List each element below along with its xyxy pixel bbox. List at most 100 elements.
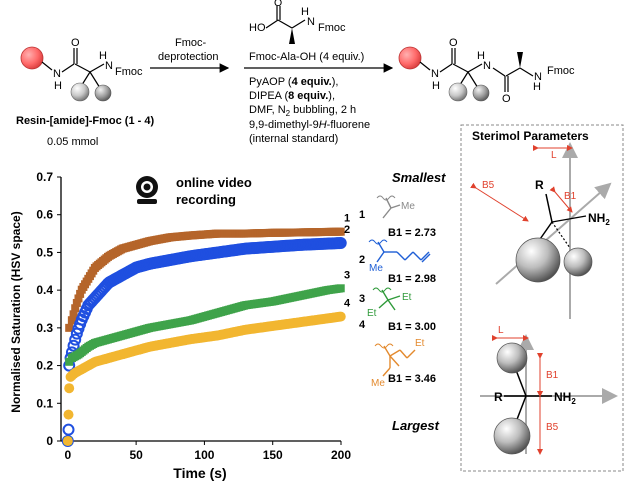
product-grey-ball-left	[448, 82, 468, 102]
data-point-2	[334, 237, 347, 250]
reactant-nh-n: N	[53, 68, 61, 80]
chart-axes: 0 0.1 0.2 0.3 0.4 0.5 0.6 0.7 0 50 100 150 200	[36, 170, 351, 462]
series-label-3: 3	[344, 269, 350, 281]
sub4-id: 4	[359, 319, 366, 331]
reactant-grey-ball-right	[94, 84, 112, 102]
sterimol-R-top: R	[535, 178, 544, 192]
y-tick-label: 0.1	[36, 396, 53, 410]
data-point-1	[67, 316, 76, 325]
sub2-id: 2	[359, 254, 365, 266]
data-point-4	[63, 409, 74, 420]
cond-pyaop-bold: 4 equiv.	[292, 76, 332, 88]
product-h3: H	[533, 81, 541, 93]
data-point-1	[74, 294, 83, 303]
reactant-grey-ball-left	[70, 82, 90, 102]
series-label-2: 2	[344, 224, 350, 236]
ala-n: N	[307, 16, 315, 28]
svg-text:DMF, N2 bubbling, 2 h: DMF, N2 bubbling, 2 h	[249, 104, 356, 118]
cond-dipea-end: ),	[328, 90, 335, 102]
cond-dmf-end: bubbling, 2 h	[290, 104, 356, 116]
chart-marks: 12 3 4	[61, 213, 351, 447]
product-h1: H	[432, 80, 440, 92]
sub1-id: 1	[359, 209, 365, 221]
sterimol-B5-top: B5	[482, 180, 495, 191]
sub4-b1: B1 = 3.46	[388, 373, 436, 385]
y-axis-label: Normalised Saturation (HSV space)	[9, 211, 23, 412]
product-n2: N	[483, 60, 491, 72]
deprotection-step: Fmoc- deprotection	[150, 37, 230, 73]
resin-bead	[20, 46, 44, 70]
svg-text:NH2: NH2	[588, 211, 610, 227]
fmoc-ala-structure: HO O H N Fmoc Fmoc-Ala-OH (4 equiv.)	[244, 0, 394, 73]
x-tick-label: 0	[64, 448, 71, 462]
sterimol-small-ball-top	[563, 247, 593, 277]
sub2-me: Me	[369, 263, 383, 274]
product-fmoc: Fmoc	[547, 65, 575, 77]
data-point-4	[62, 436, 73, 446]
ala-ho: HO	[249, 22, 266, 34]
resin-label: Resin-[amide]-Fmoc (1 - 4)	[16, 115, 154, 127]
deprotection-line2: deprotection	[158, 51, 219, 63]
data-point-1	[65, 323, 74, 332]
data-point-1	[69, 310, 78, 319]
sterimol-B1-top: B1	[564, 191, 577, 202]
sub1-b1: B1 = 2.73	[388, 227, 436, 239]
substituent-3: Et Et 3 B1 = 3.00	[359, 287, 436, 333]
product-n1: N	[431, 68, 439, 80]
ala-o: O	[274, 0, 282, 9]
data-point-2	[62, 423, 75, 436]
video-line1: online video	[176, 175, 252, 190]
product-o2: O	[502, 93, 511, 105]
sterimol-small-ball-bottom-upper	[496, 342, 528, 374]
x-tick-label: 200	[331, 448, 351, 462]
reactant-amine-h: H	[99, 50, 107, 62]
y-tick-label: 0.2	[36, 359, 53, 373]
substituent-1: Me 1 B1 = 2.73	[359, 195, 436, 239]
smallest-label: Smallest	[392, 170, 446, 185]
data-point-4	[335, 311, 346, 322]
substituent-2: Me 2 B1 = 2.98	[359, 239, 436, 285]
sub4-et: Et	[415, 338, 425, 349]
reactant-amine-n: N	[105, 60, 113, 72]
series-2	[61, 237, 347, 447]
data-point-3	[336, 284, 345, 293]
series-3	[63, 284, 345, 445]
y-tick-label: 0.4	[36, 283, 53, 297]
product-resin-bead	[398, 46, 422, 70]
b1-ranking: Smallest Me 1 B1 = 2.73 Me 2 B1 = 2.98 E…	[359, 170, 446, 433]
sterimol-nh2-bottom: NH	[554, 390, 571, 404]
data-point-1	[336, 227, 345, 236]
y-tick-label: 0	[46, 434, 53, 448]
data-point-2	[67, 339, 80, 352]
product-o1: O	[449, 37, 458, 49]
cond-std1-end: -fluorene	[327, 119, 370, 131]
sub4-me: Me	[371, 378, 385, 389]
x-tick-label: 150	[263, 448, 283, 462]
sterimol-panel: Sterimol Parameters L B5 B1 R NH2 L R NH…	[460, 124, 624, 472]
sub2-b1: B1 = 2.98	[388, 273, 436, 285]
sub3-et2: Et	[367, 308, 377, 319]
coupling-conditions: PyAOP (4 equiv.), DIPEA (8 equiv.), DMF,…	[249, 76, 370, 145]
sub3-b1: B1 = 3.00	[388, 321, 436, 333]
series-label-1: 1	[344, 213, 350, 225]
sterimol-large-ball-bottom-lower	[493, 417, 531, 455]
coupling-reagent: Fmoc-Ala-OH (4 equiv.)	[249, 51, 364, 63]
x-tick-label: 100	[194, 448, 214, 462]
cond-std1: 9,9-dimethyl-9	[249, 119, 319, 131]
sterimol-nh2-top-sub: 2	[605, 218, 610, 227]
cond-std1-it: H	[319, 119, 327, 131]
reactant-fmoc: Fmoc	[115, 66, 143, 78]
saturation-chart: Normalised Saturation (HSV space) Time (…	[9, 170, 351, 481]
data-point-1	[76, 289, 85, 298]
reactant-carbonyl-o: O	[71, 37, 80, 49]
deprotection-line1: Fmoc-	[175, 37, 207, 49]
product-n3: N	[534, 71, 542, 83]
y-tick-label: 0.5	[36, 245, 53, 259]
cond-dmf-sub: 2	[286, 109, 291, 118]
series-1	[63, 227, 345, 445]
x-tick-label: 50	[129, 448, 143, 462]
series-4	[62, 311, 346, 446]
sterimol-title: Sterimol Parameters	[472, 129, 589, 143]
sterimol-L-bottom: L	[498, 325, 504, 336]
data-point-2	[69, 333, 82, 346]
